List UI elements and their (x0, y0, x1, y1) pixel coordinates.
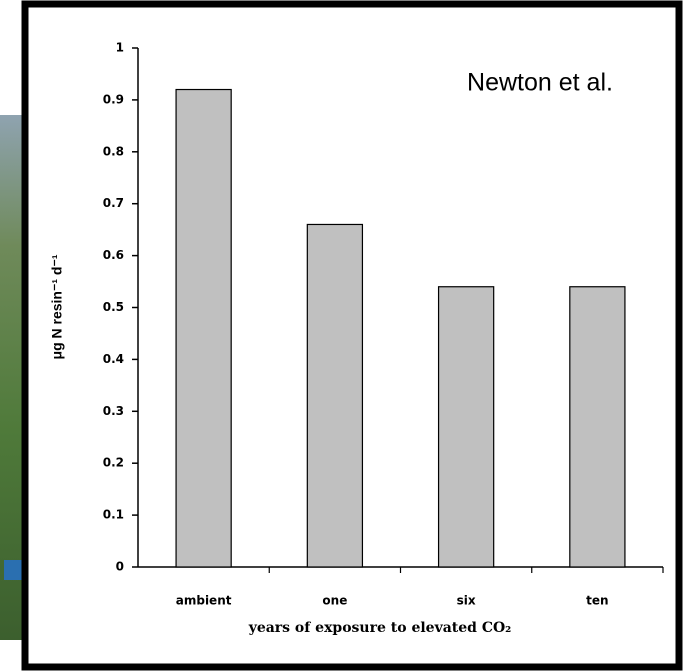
y-tick-label: 0.1 (103, 508, 124, 522)
y-tick-label: 0.3 (103, 404, 124, 418)
y-tick-label: 0.7 (103, 196, 124, 210)
y-tick-label: 0.8 (103, 144, 124, 158)
background-photo-detail (4, 560, 24, 580)
bar (306, 223, 364, 568)
y-tick-label: 1 (116, 41, 124, 55)
x-tick-label: one (322, 594, 347, 608)
y-tick-label: 0 (116, 560, 124, 574)
x-tick-label: ten (586, 594, 608, 608)
y-tick-label: 0.6 (103, 248, 124, 262)
y-tick-label: 0.5 (103, 300, 124, 314)
x-axis-label: years of exposure to elevated CO₂ (248, 620, 512, 636)
bar (175, 88, 232, 568)
bar (569, 286, 626, 568)
annotation: Newton et al. (467, 69, 613, 97)
y-axis-label: μg N resin⁻¹ d⁻¹ (49, 254, 65, 359)
x-tick-label: six (457, 594, 476, 608)
bar (437, 286, 495, 568)
x-tick-label: ambient (176, 594, 232, 608)
y-tick-label: 0.9 (103, 92, 124, 106)
y-tick-label: 0.2 (103, 456, 124, 470)
y-tick-label: 0.4 (103, 352, 124, 366)
background-photo (0, 115, 24, 640)
